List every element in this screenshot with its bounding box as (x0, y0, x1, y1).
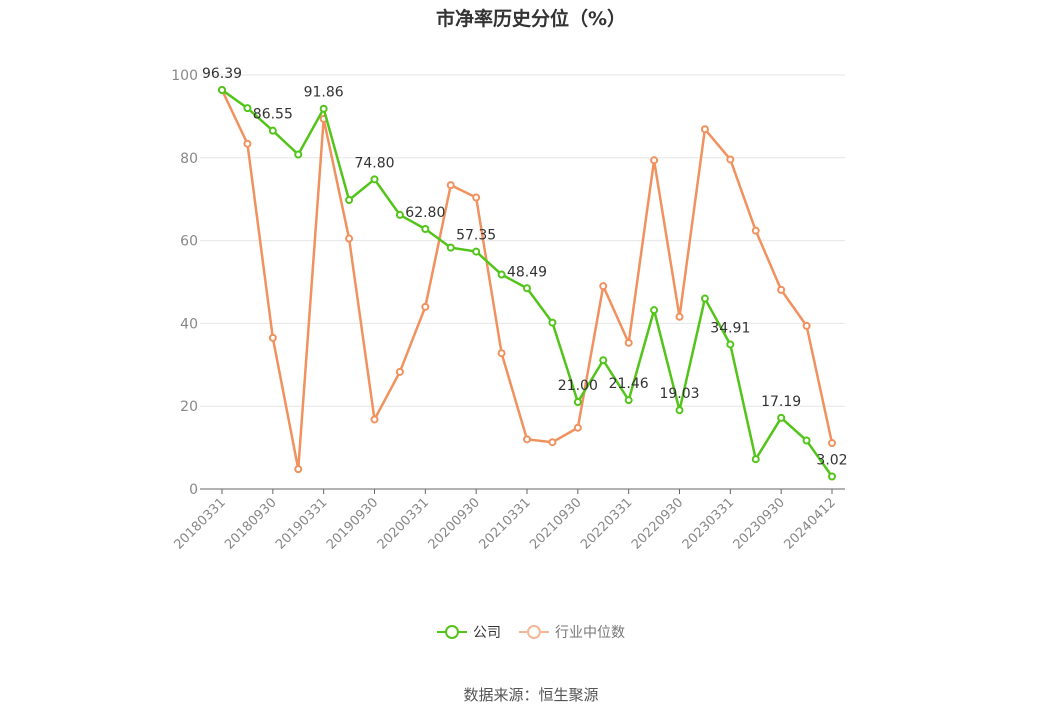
data-point (751, 455, 760, 464)
data-point (421, 302, 430, 311)
data-point (726, 155, 735, 164)
series-line-0 (221, 88, 834, 478)
data-point (395, 210, 404, 219)
legend-item-company[interactable]: 公司 (437, 622, 501, 642)
data-point (472, 193, 481, 202)
data-point (294, 150, 303, 159)
data-label: 57.35 (456, 228, 496, 244)
data-point (777, 413, 786, 422)
data-label: 86.55 (253, 107, 293, 123)
data-point (268, 126, 277, 135)
legend-item-industry-median[interactable]: 行业中位数 (519, 622, 625, 642)
data-point (700, 125, 709, 134)
data-point (573, 423, 582, 432)
data-point (828, 472, 836, 481)
data-point (548, 318, 557, 327)
x-tick-label: 20200930 (426, 495, 483, 552)
data-label: 91.86 (304, 85, 344, 101)
x-tick-label: 20210331 (476, 495, 533, 552)
x-tick-label: 20190331 (273, 495, 330, 552)
data-point (624, 338, 633, 347)
data-point (802, 321, 811, 330)
data-point (395, 367, 404, 376)
x-tick-label: 20230930 (731, 495, 788, 552)
data-label: 62.80 (405, 205, 445, 221)
data-point (294, 465, 303, 474)
data-label: 17.19 (761, 394, 801, 410)
data-point (218, 85, 226, 94)
y-tick-label: 100 (171, 68, 198, 84)
legend-company-label: 公司 (473, 625, 501, 641)
data-point (472, 247, 481, 256)
x-tick-label: 20210930 (527, 495, 584, 552)
data-point (243, 139, 252, 148)
data-point (573, 398, 582, 407)
y-tick-label: 40 (180, 316, 198, 332)
x-tick-label: 20190930 (324, 495, 381, 552)
data-point (599, 282, 608, 291)
data-point (268, 333, 277, 342)
legend-industry-swatch-icon (519, 625, 549, 639)
data-point (777, 285, 786, 294)
data-label: 34.91 (710, 320, 750, 336)
x-tick-label: 20180930 (222, 495, 279, 552)
data-point (523, 284, 531, 293)
data-point (828, 439, 836, 448)
data-point (650, 156, 659, 165)
data-point (548, 438, 557, 447)
data-label: 3.02 (816, 452, 847, 468)
data-point (446, 181, 455, 190)
x-tick-label: 20180331 (171, 495, 228, 552)
data-point (370, 415, 379, 424)
data-label: 96.39 (202, 66, 242, 82)
data-label: 48.49 (507, 264, 547, 280)
data-point (345, 234, 354, 243)
data-point (599, 356, 608, 365)
data-label: 19.03 (659, 386, 699, 402)
data-point (345, 196, 354, 205)
data-label: 21.46 (609, 376, 649, 392)
axes: 0 20 40 60 80 100 2018033120180930201903312019… (171, 68, 845, 553)
data-label: 74.80 (354, 155, 394, 171)
data-point (370, 175, 379, 184)
x-tick-label: 20220331 (578, 495, 635, 552)
y-tick-label: 20 (180, 399, 198, 415)
data-point (497, 270, 506, 279)
x-tick-label: 20240412 (781, 495, 838, 552)
data-source: 数据来源：恒生聚源 (463, 686, 599, 704)
data-point (675, 312, 684, 321)
data-point (802, 436, 811, 445)
data-point (243, 104, 252, 113)
grid-lines (200, 74, 845, 407)
y-tick-label: 80 (180, 151, 198, 167)
data-point (700, 294, 709, 303)
data-point (675, 406, 684, 415)
data-point (726, 340, 735, 349)
data-point (650, 306, 659, 315)
data-point (624, 396, 633, 405)
data-point (319, 104, 328, 113)
data-labels: 96.39 86.55 91.86 74.80 62.80 57.35 48.49 21.00… (202, 66, 848, 469)
x-tick-label: 20200331 (375, 495, 432, 552)
x-tick-label: 20230331 (680, 495, 737, 552)
legend-company-swatch-icon (437, 625, 467, 639)
data-point (523, 435, 531, 444)
y-tick-label: 0 (189, 482, 198, 498)
legend-industry-label: 行业中位数 (555, 625, 625, 641)
series-lines (218, 85, 836, 481)
data-point (446, 243, 455, 252)
data-point (751, 226, 760, 235)
data-label: 21.00 (558, 378, 598, 394)
chart-title: 市净率历史分位（%） (435, 8, 627, 30)
data-point (497, 349, 506, 358)
legend: 公司 行业中位数 (0, 622, 1062, 642)
y-tick-label: 60 (180, 234, 198, 250)
x-tick-label: 20220930 (629, 495, 686, 552)
data-point (421, 225, 430, 234)
